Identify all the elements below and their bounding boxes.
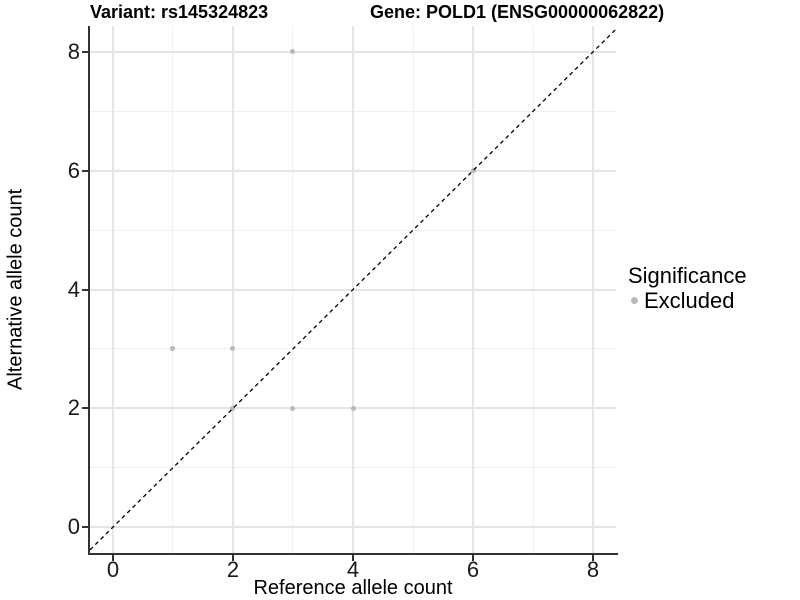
data-point — [350, 405, 356, 411]
x-axis-tick — [111, 555, 114, 561]
y-axis-tick — [82, 169, 88, 172]
y-axis-tick — [82, 288, 88, 291]
x-axis-tick — [592, 555, 595, 561]
x-axis-tick-label: 0 — [106, 557, 120, 582]
x-axis-tick-label: 6 — [466, 557, 480, 582]
plot-panel — [90, 26, 616, 553]
data-point — [230, 405, 236, 411]
y-axis-tick — [82, 50, 88, 53]
gridline-y-major — [90, 526, 616, 529]
y-axis-tick — [82, 407, 88, 410]
data-point — [470, 168, 476, 174]
legend-point-icon — [631, 297, 638, 304]
x-axis-line — [88, 553, 618, 555]
y-axis-tick-label: 8 — [67, 38, 80, 64]
data-point — [290, 405, 296, 411]
legend-title: Significance — [628, 263, 747, 288]
x-axis-tick — [472, 555, 474, 561]
x-axis-tick — [231, 555, 234, 561]
legend-item-label: Excluded — [644, 288, 735, 313]
legend-item-excluded: Excluded — [628, 288, 798, 313]
identity-line — [90, 28, 616, 551]
data-point — [290, 49, 296, 55]
data-point — [170, 346, 176, 352]
gridline-y-major — [90, 169, 616, 172]
y-axis-title: Alternative allele count — [4, 188, 27, 391]
y-axis-tick-label: 4 — [67, 276, 80, 302]
plot-title-variant: Variant: rs145324823 — [90, 2, 269, 22]
x-axis-tick-label: 4 — [346, 557, 360, 582]
y-axis-tick-label: 6 — [67, 157, 80, 183]
data-point — [230, 346, 236, 352]
plot-title-gene: Gene: POLD1 (ENSG00000062822) — [370, 2, 665, 22]
y-axis-tick-label: 0 — [67, 514, 80, 540]
x-axis-tick-label: 8 — [586, 557, 600, 582]
gridline-y-major — [90, 50, 616, 53]
legend: Significance Excluded — [628, 263, 798, 313]
y-axis-tick — [82, 526, 88, 529]
x-axis-tick — [352, 555, 354, 561]
x-axis-tick-label: 2 — [226, 557, 240, 582]
y-axis-line — [88, 26, 90, 555]
y-axis-tick-label: 2 — [67, 395, 80, 421]
x-axis-title: Reference allele count — [253, 577, 453, 599]
